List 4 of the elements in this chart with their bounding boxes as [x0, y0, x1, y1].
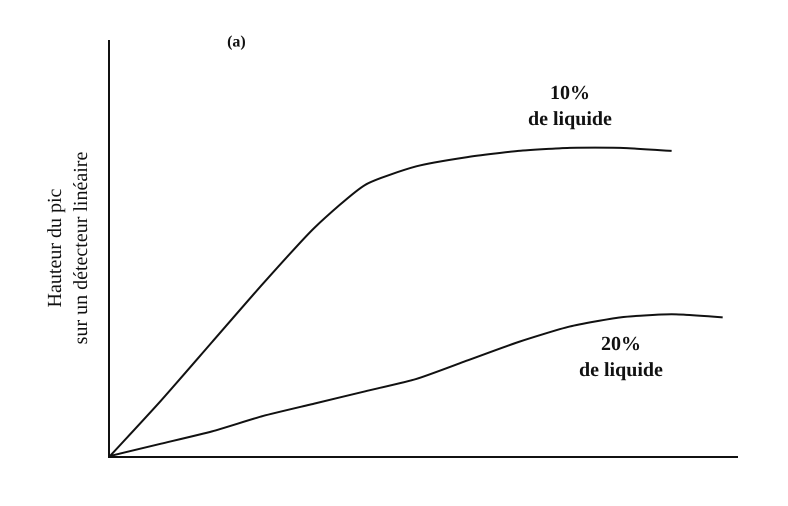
- series-label: 20% de liquide: [579, 333, 664, 381]
- series-label: 10% de liquide: [528, 82, 612, 130]
- chart-title: (a): [227, 34, 246, 51]
- y-axis-title: Hauteur du pic sur un détecteur linéaire: [44, 152, 92, 344]
